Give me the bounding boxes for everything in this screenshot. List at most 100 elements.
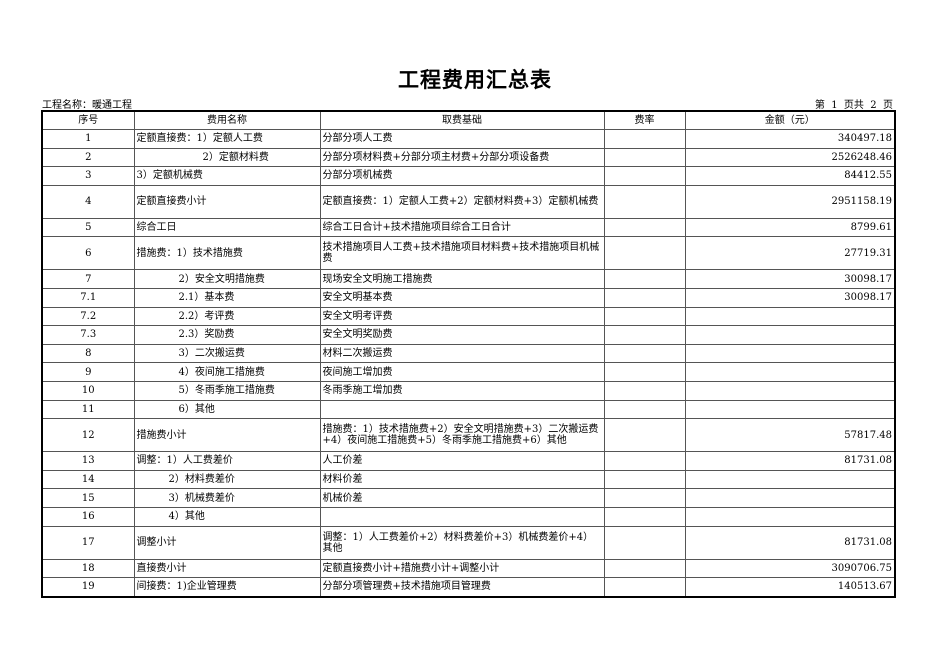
row-number: 7.3 <box>41 325 135 345</box>
row-number: 3 <box>41 166 135 186</box>
fee-basis: 人工价差 <box>319 451 605 471</box>
fee-amount: 81731.08 <box>684 525 896 560</box>
table-row: 6 措施费：1）技术措施费 技术措施项目人工费+技术措施项目材料费+技术措施项目机械… <box>41 236 896 271</box>
fee-amount <box>684 380 896 401</box>
fee-name: 直接费小计 <box>133 558 321 579</box>
table-row: 4 定额直接费小计 定额直接费：1）定额人工费+2）定额材料费+3）定额机械费 295… <box>41 184 896 219</box>
project-name: 工程名称：暖通工程 <box>42 100 132 111</box>
fee-name: 2.2）考评费 <box>133 306 321 327</box>
fee-basis: 机械价差 <box>319 488 605 508</box>
header-no: 序号 <box>41 110 135 130</box>
fee-name: 2）材料费差价 <box>133 469 321 490</box>
fee-basis: 现场安全文明施工措施费 <box>319 269 605 289</box>
fee-amount <box>684 306 896 327</box>
fee-basis: 分部分项人工费 <box>319 129 605 149</box>
table-row: 15 3）机械费差价 机械价差 <box>41 488 896 508</box>
row-number: 7 <box>41 269 135 289</box>
fee-rate <box>603 488 686 508</box>
fee-basis: 定额直接费小计+措施费小计+调整小计 <box>319 558 605 579</box>
fee-amount: 57817.48 <box>684 418 896 453</box>
fee-basis: 材料价差 <box>319 469 605 490</box>
fee-rate <box>603 362 686 382</box>
page-info: 第 1 页共 2 页 <box>814 100 893 111</box>
fee-name: 2）定额材料费 <box>133 147 321 168</box>
fee-basis: 分部分项机械费 <box>319 166 605 186</box>
row-number: 19 <box>41 577 135 598</box>
fee-name: 5）冬雨季施工措施费 <box>133 380 321 401</box>
fee-rate <box>603 166 686 186</box>
table-row: 7.2 2.2）考评费 安全文明考评费 <box>41 306 896 327</box>
fee-name: 调整小计 <box>133 525 321 560</box>
cost-summary-table: 序号 费用名称 取费基础 费率 金额（元） 1 定额直接费：1）定额人工费 分部分项… <box>41 110 896 598</box>
row-number: 1 <box>41 129 135 149</box>
fee-name: 综合工日 <box>133 217 321 238</box>
table-row: 19 间接费：1)企业管理费 分部分项管理费+技术措施项目管理费 140513.67 <box>41 577 896 598</box>
fee-amount <box>684 343 896 364</box>
fee-rate <box>603 306 686 327</box>
fee-rate <box>603 236 686 271</box>
table-row: 16 4）其他 <box>41 506 896 527</box>
row-number: 6 <box>41 236 135 271</box>
table-row: 8 3）二次搬运费 材料二次搬运费 <box>41 343 896 364</box>
fee-rate <box>603 525 686 560</box>
fee-basis: 材料二次搬运费 <box>319 343 605 364</box>
fee-basis: 分部分项材料费+分部分项主材费+分部分项设备费 <box>319 147 605 168</box>
fee-basis: 技术措施项目人工费+技术措施项目材料费+技术措施项目机械费 <box>319 236 605 271</box>
fee-amount: 27719.31 <box>684 236 896 271</box>
table-row: 1 定额直接费：1）定额人工费 分部分项人工费 340497.18 <box>41 129 896 149</box>
fee-amount <box>684 488 896 508</box>
fee-amount <box>684 325 896 345</box>
fee-amount: 2951158.19 <box>684 184 896 219</box>
fee-name: 4）其他 <box>133 506 321 527</box>
fee-name: 4）夜间施工措施费 <box>133 362 321 382</box>
page-title: 工程费用汇总表 <box>398 68 552 92</box>
fee-amount: 140513.67 <box>684 577 896 598</box>
header-amount: 金额（元） <box>684 110 896 130</box>
row-number: 4 <box>41 184 135 219</box>
fee-amount: 84412.55 <box>684 166 896 186</box>
row-number: 16 <box>41 506 135 527</box>
fee-amount: 3090706.75 <box>684 558 896 579</box>
fee-basis: 夜间施工增加费 <box>319 362 605 382</box>
fee-name: 2.1）基本费 <box>133 287 321 308</box>
fee-rate <box>603 451 686 471</box>
row-number: 14 <box>41 469 135 490</box>
row-number: 15 <box>41 488 135 508</box>
row-number: 9 <box>41 362 135 382</box>
fee-basis: 冬雨季施工增加费 <box>319 380 605 401</box>
table-row: 13 调整：1）人工费差价 人工价差 81731.08 <box>41 451 896 471</box>
fee-basis: 调整：1）人工费差价+2）材料费差价+3）机械费差价+4）其他 <box>319 525 605 560</box>
fee-name: 定额直接费小计 <box>133 184 321 219</box>
table-row: 7.1 2.1）基本费 安全文明基本费 30098.17 <box>41 287 896 308</box>
fee-rate <box>603 269 686 289</box>
fee-rate <box>603 184 686 219</box>
fee-basis <box>319 506 605 527</box>
row-number: 10 <box>41 380 135 401</box>
row-number: 7.1 <box>41 287 135 308</box>
fee-basis: 分部分项管理费+技术措施项目管理费 <box>319 577 605 598</box>
row-number: 13 <box>41 451 135 471</box>
fee-name: 2）安全文明措施费 <box>133 269 321 289</box>
fee-amount <box>684 362 896 382</box>
fee-rate <box>603 399 686 420</box>
fee-name: 调整：1）人工费差价 <box>133 451 321 471</box>
fee-amount <box>684 469 896 490</box>
fee-basis: 安全文明考评费 <box>319 306 605 327</box>
fee-name: 措施费小计 <box>133 418 321 453</box>
fee-rate <box>603 418 686 453</box>
fee-basis: 定额直接费：1）定额人工费+2）定额材料费+3）定额机械费 <box>319 184 605 219</box>
row-number: 5 <box>41 217 135 238</box>
table-row: 9 4）夜间施工措施费 夜间施工增加费 <box>41 362 896 382</box>
fee-name: 3）机械费差价 <box>133 488 321 508</box>
fee-rate <box>603 129 686 149</box>
fee-amount: 81731.08 <box>684 451 896 471</box>
fee-amount <box>684 399 896 420</box>
fee-name: 间接费：1)企业管理费 <box>133 577 321 598</box>
fee-rate <box>603 469 686 490</box>
table-row: 12 措施费小计 措施费：1）技术措施费+2）安全文明措施费+3）二次搬运费+4）夜… <box>41 418 896 453</box>
row-number: 17 <box>41 525 135 560</box>
fee-name: 2.3）奖励费 <box>133 325 321 345</box>
fee-amount: 30098.17 <box>684 269 896 289</box>
table-row: 3 3）定额机械费 分部分项机械费 84412.55 <box>41 166 896 186</box>
fee-basis: 安全文明奖励费 <box>319 325 605 345</box>
